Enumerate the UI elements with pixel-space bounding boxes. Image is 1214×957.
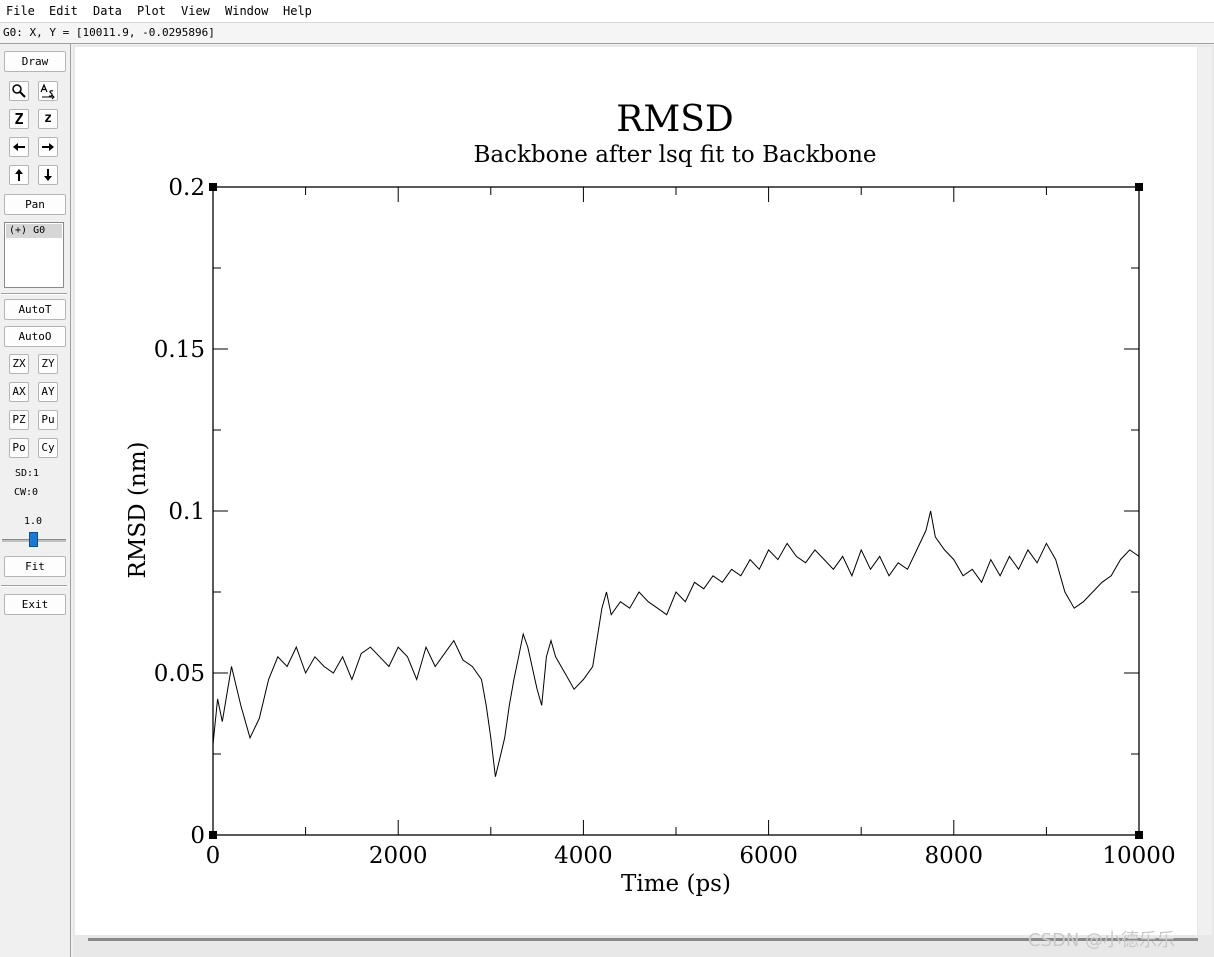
plot-canvas[interactable]: RMSD Backbone after lsq fit to Backbone … [75,47,1197,935]
autot-button[interactable]: AutoT [4,299,66,320]
autoo-button[interactable]: AutoO [4,326,66,347]
graph-list-item[interactable]: (+) G0 [6,224,62,238]
x-axis-label: Time (ps) [621,871,731,897]
scroll-up-button[interactable] [9,165,29,185]
menu-bar: File Edit Data Plot View Window Help [0,0,1214,23]
zoom-x-button[interactable]: Z [9,109,29,129]
divider [1,585,67,587]
y-tick-label: 0.15 [154,337,205,363]
x-tick-label: 6000 [739,843,798,869]
x-tick-label: 4000 [554,843,613,869]
zoom-y-button[interactable]: z [38,109,58,129]
watermark: CSDN @小德乐乐 [1028,930,1176,951]
arrow-down-icon [44,169,52,181]
slider-thumb[interactable] [29,532,38,547]
vertical-scrollbar[interactable] [1198,47,1212,935]
autoscale-button[interactable] [38,81,58,101]
menu-window[interactable]: Window [225,4,269,18]
pz-button[interactable]: PZ [9,410,29,430]
y-tick-label: 0.05 [154,661,205,687]
menu-view[interactable]: View [181,4,210,18]
menu-edit[interactable]: Edit [49,4,78,18]
fit-button[interactable]: Fit [4,556,66,577]
exit-button[interactable]: Exit [4,594,66,615]
x-tick-label: 0 [206,843,221,869]
magnifier-icon [12,84,26,98]
tool-panel: Draw Z z [0,44,71,957]
pan-button[interactable]: Pan [4,194,66,215]
sd-label: SD:1 [15,468,40,479]
menu-data[interactable]: Data [93,4,122,18]
arrow-up-icon [15,169,23,181]
plot-area-frame: RMSD Backbone after lsq fit to Backbone … [73,45,1214,957]
draw-button[interactable]: Draw [4,51,66,72]
y-tick-label: 0 [190,823,205,849]
x-tick-label: 2000 [369,843,428,869]
cw-label: CW:0 [14,487,39,498]
x-tick-label: 8000 [925,843,984,869]
autoscale-icon [40,83,55,100]
menu-plot[interactable]: Plot [137,4,166,18]
slider-value: 1.0 [24,516,43,527]
y-axis-label: RMSD (nm) [125,442,151,579]
po-button[interactable]: Po [9,438,29,458]
cy-button[interactable]: Cy [38,438,58,458]
chart-title: RMSD [616,99,734,140]
graph-list[interactable]: (+) G0 [4,222,64,288]
scroll-right-button[interactable] [38,137,58,157]
scroll-down-button[interactable] [38,165,58,185]
ay-button[interactable]: AY [38,382,58,402]
menu-file[interactable]: File [6,4,35,18]
arrow-left-icon [13,143,25,151]
coordinate-readout: G0: X, Y = [10011.9, -0.0295896] [3,26,215,39]
y-tick-label: 0.2 [168,175,205,201]
x-tick-label: 10000 [1102,843,1175,869]
zx-button[interactable]: ZX [9,354,29,374]
zy-button[interactable]: ZY [38,354,58,374]
horizontal-scrollbar[interactable] [88,938,1198,941]
chart-subtitle: Backbone after lsq fit to Backbone [473,142,876,168]
y-tick-label: 0.1 [168,499,205,525]
coordinate-readout-bar: G0: X, Y = [10011.9, -0.0295896] [0,23,1214,44]
menu-help[interactable]: Help [283,4,312,18]
arrow-right-icon [42,143,54,151]
zoom-button[interactable] [9,81,29,101]
scroll-left-button[interactable] [9,137,29,157]
divider [1,293,67,295]
ax-button[interactable]: AX [9,382,29,402]
plot-frame [212,186,1140,836]
pu-button[interactable]: Pu [38,410,58,430]
rmsd-chart[interactable]: RMSD Backbone after lsq fit to Backbone … [75,47,1197,935]
rmsd-series-line [212,510,1140,777]
